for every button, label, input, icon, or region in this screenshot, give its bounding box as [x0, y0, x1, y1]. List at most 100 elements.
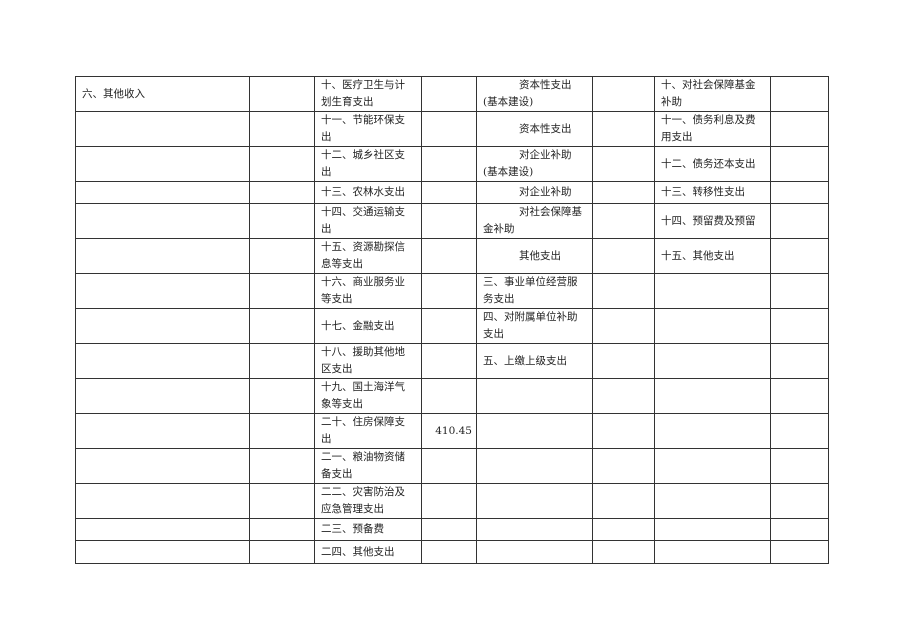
- table-cell: [592, 146, 655, 182]
- table-cell: [249, 448, 315, 484]
- table-cell: [592, 273, 655, 309]
- table-cell: [592, 448, 655, 484]
- table-cell: [75, 146, 250, 182]
- table-cell: [654, 540, 771, 564]
- table-cell: [770, 273, 829, 309]
- table-cell: 410.45: [421, 413, 477, 449]
- table-cell: [75, 343, 250, 379]
- table-cell: [249, 540, 315, 564]
- table-cell: 十一、节能环保支出: [314, 111, 422, 147]
- table-cell: 十四、交通运输支出: [314, 203, 422, 239]
- table-cell: [249, 378, 315, 414]
- table-cell: [249, 273, 315, 309]
- table-row: 十八、援助其他地区支出 五、上缴上级支出: [75, 343, 829, 379]
- table-row: 二二、灾害防治及应急管理支出: [75, 483, 829, 519]
- table-cell: 十五、资源勘探信息等支出: [314, 238, 422, 274]
- table-cell: [654, 413, 771, 449]
- table-cell: [592, 181, 655, 204]
- table-row: 十五、资源勘探信息等支出 其他支出 十五、其他支出: [75, 238, 829, 274]
- table-cell: [249, 238, 315, 274]
- table-cell: 四、对附属单位补助支出: [476, 308, 593, 344]
- table-cell: 十二、债务还本支出: [654, 146, 771, 182]
- table-cell: [75, 308, 250, 344]
- table-cell: 资本性支出: [476, 111, 593, 147]
- table-cell: 十二、城乡社区支出: [314, 146, 422, 182]
- table-cell: [421, 146, 477, 182]
- table-cell: 十三、农林水支出: [314, 181, 422, 204]
- table-cell: 十七、金融支出: [314, 308, 422, 344]
- table-cell: [476, 540, 593, 564]
- table-cell: [75, 273, 250, 309]
- budget-table: 六、其他收入 十、医疗卫生与计划生育支出 资本性支出(基本建设) 十、对社会保障基金补…: [75, 76, 829, 564]
- table-cell: [249, 413, 315, 449]
- table-cell: [249, 308, 315, 344]
- table-cell: [75, 518, 250, 541]
- table-cell: [770, 203, 829, 239]
- table-cell: [421, 76, 477, 112]
- table-cell: 十、医疗卫生与计划生育支出: [314, 76, 422, 112]
- table-cell: 二三、预备费: [314, 518, 422, 541]
- table-cell: 十六、商业服务业等支出: [314, 273, 422, 309]
- table-cell: 六、其他收入: [75, 76, 250, 112]
- table-cell: 五、上缴上级支出: [476, 343, 593, 379]
- table-cell: [75, 540, 250, 564]
- table-cell: [476, 448, 593, 484]
- table-row: 二十、住房保障支出 410.45: [75, 413, 829, 449]
- table-cell: 二二、灾害防治及应急管理支出: [314, 483, 422, 519]
- table-row: 二四、其他支出: [75, 540, 829, 564]
- table-cell: [421, 483, 477, 519]
- table-cell: 二一、粮油物资储备支出: [314, 448, 422, 484]
- table-cell: [249, 203, 315, 239]
- table-cell: [592, 540, 655, 564]
- table-row: 十七、金融支出 四、对附属单位补助支出: [75, 308, 829, 344]
- table-cell: [770, 518, 829, 541]
- table-row: 十九、国土海洋气象等支出: [75, 378, 829, 414]
- table-cell: 三、事业单位经营服务支出: [476, 273, 593, 309]
- table-cell: [75, 181, 250, 204]
- table-cell: [421, 308, 477, 344]
- table-cell: [421, 518, 477, 541]
- table-cell: [75, 378, 250, 414]
- table-row: 十一、节能环保支出 资本性支出 十一、债务利息及费用支出: [75, 111, 829, 147]
- table-cell: [592, 308, 655, 344]
- table-row: 二三、预备费: [75, 518, 829, 541]
- table-cell: 十四、预留费及预留: [654, 203, 771, 239]
- table-cell: [770, 146, 829, 182]
- table-cell: [249, 181, 315, 204]
- table-cell: [592, 76, 655, 112]
- table-cell: [476, 413, 593, 449]
- table-cell: [75, 413, 250, 449]
- table-cell: [476, 483, 593, 519]
- table-cell: [421, 273, 477, 309]
- table-cell: [592, 483, 655, 519]
- table-cell: [421, 181, 477, 204]
- table-cell: [421, 343, 477, 379]
- table-cell: 对社会保障基金补助: [476, 203, 593, 239]
- table-row: 二一、粮油物资储备支出: [75, 448, 829, 484]
- table-cell: [421, 238, 477, 274]
- table-cell: [654, 308, 771, 344]
- table-cell: 十五、其他支出: [654, 238, 771, 274]
- table-cell: 十三、转移性支出: [654, 181, 771, 204]
- table-cell: 对企业补助: [476, 181, 593, 204]
- table-cell: [421, 111, 477, 147]
- table-cell: [476, 518, 593, 541]
- table-cell: [770, 378, 829, 414]
- table-row: 十二、城乡社区支出 对企业补助(基本建设) 十二、债务还本支出: [75, 146, 829, 182]
- table-cell: 十八、援助其他地区支出: [314, 343, 422, 379]
- table-cell: 资本性支出(基本建设): [476, 76, 593, 112]
- table-cell: [770, 343, 829, 379]
- table-cell: [592, 413, 655, 449]
- table-cell: [249, 76, 315, 112]
- table-cell: [592, 378, 655, 414]
- table-cell: [654, 448, 771, 484]
- table-cell: 对企业补助(基本建设): [476, 146, 593, 182]
- table-cell: [249, 518, 315, 541]
- table-cell: [75, 111, 250, 147]
- table-cell: [654, 378, 771, 414]
- table-cell: [592, 203, 655, 239]
- table-cell: [75, 203, 250, 239]
- table-cell: [592, 343, 655, 379]
- table-row: 十四、交通运输支出 对社会保障基金补助 十四、预留费及预留: [75, 203, 829, 239]
- table-row: 十三、农林水支出 对企业补助 十三、转移性支出: [75, 181, 829, 204]
